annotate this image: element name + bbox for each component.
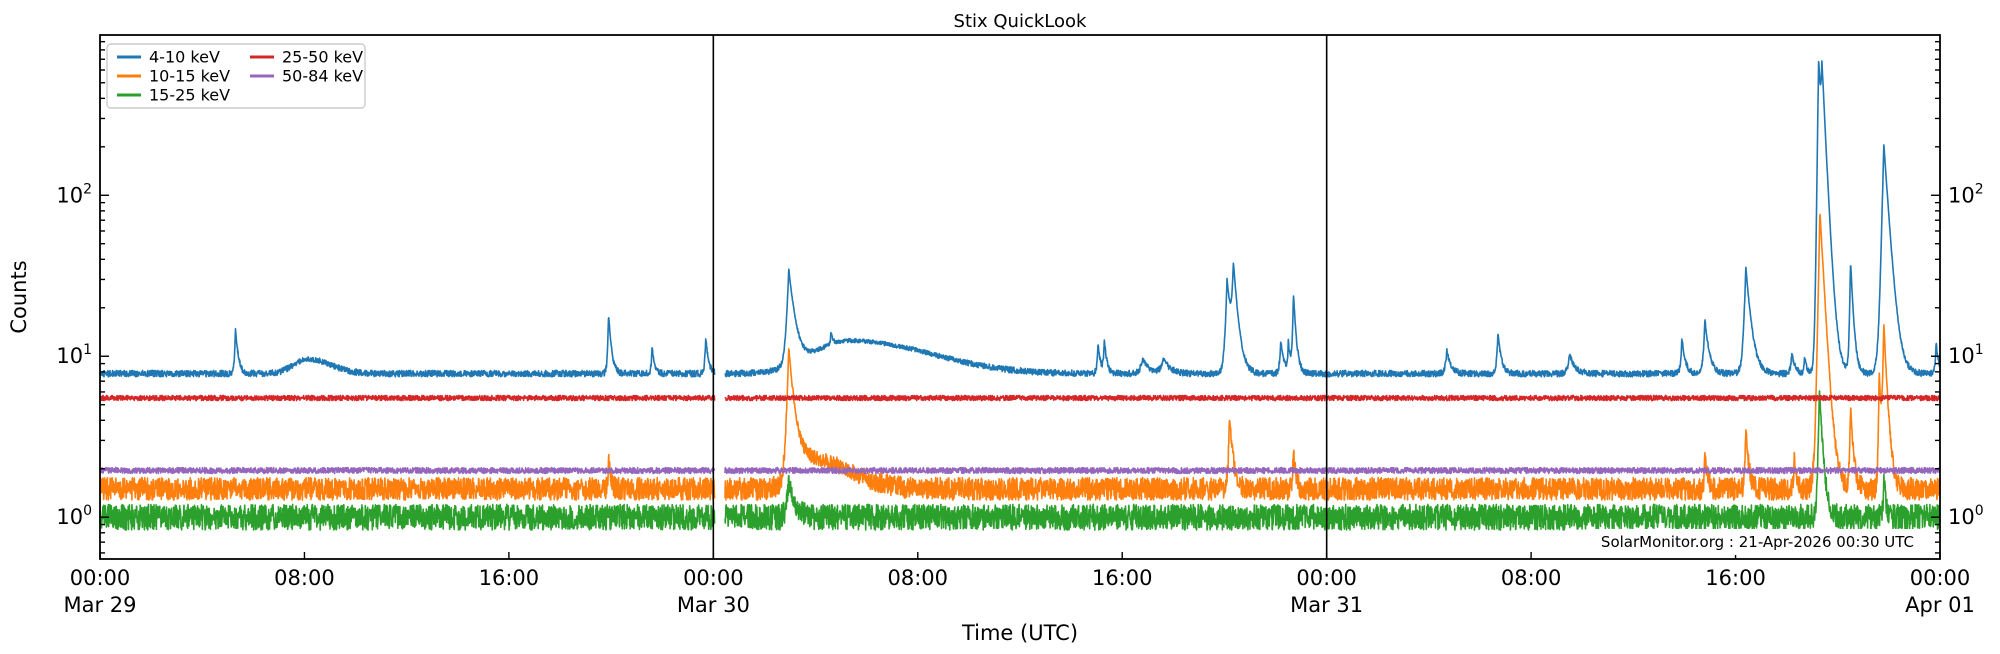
axes-layer: 00:00 08:00 16:00 00:00 08:00 16:00 00:00 08:00… bbox=[56, 34, 1984, 617]
legend-label: 25-50 keV bbox=[282, 48, 363, 67]
series-layer bbox=[99, 60, 1941, 531]
x-tick-label: 08:00 bbox=[888, 566, 949, 590]
x-day-label: Mar 31 bbox=[1290, 593, 1363, 617]
series-line-25-50-keV bbox=[724, 394, 1941, 402]
y-tick-label-right: 101 bbox=[1948, 342, 1984, 368]
x-tick-label: 16:00 bbox=[1092, 566, 1153, 590]
y-axis-label: Counts bbox=[7, 260, 31, 333]
legend-label: 10-15 keV bbox=[149, 67, 230, 86]
series-line-10-15-keV bbox=[724, 213, 1941, 501]
series-line-50-84-keV bbox=[99, 466, 716, 475]
x-tick-label: 16:00 bbox=[479, 566, 540, 590]
x-tick-label: 00:00 bbox=[1910, 566, 1971, 590]
attribution: SolarMonitor.org : 21-Apr-2026 00:30 UTC bbox=[1601, 533, 1914, 551]
x-tick-label: 00:00 bbox=[70, 566, 131, 590]
x-tick-label: 08:00 bbox=[1501, 566, 1562, 590]
y-tick-label-right: 100 bbox=[1948, 503, 1984, 529]
y-tick-label-left: 102 bbox=[56, 181, 92, 207]
x-tick-label: 00:00 bbox=[1296, 566, 1357, 590]
x-tick-label: 08:00 bbox=[274, 566, 335, 590]
series-line-15-25-keV bbox=[99, 503, 716, 531]
y-tick-label-left: 101 bbox=[56, 342, 92, 368]
x-tick-label: 16:00 bbox=[1705, 566, 1766, 590]
series-line-4-10-keV bbox=[724, 60, 1941, 378]
series-line-50-84-keV bbox=[724, 466, 1941, 475]
legend-item-50-84-keV: 50-84 keV bbox=[250, 67, 363, 86]
series-line-4-10-keV bbox=[99, 316, 716, 378]
x-day-label: Mar 30 bbox=[677, 593, 750, 617]
x-day-label: Mar 29 bbox=[63, 593, 136, 617]
y-tick-label-left: 100 bbox=[56, 503, 92, 529]
x-day-label: Apr 01 bbox=[1905, 593, 1975, 617]
y-tick-label-right: 102 bbox=[1948, 181, 1984, 207]
series-line-25-50-keV bbox=[99, 394, 716, 402]
legend-item-10-15-keV: 10-15 keV bbox=[117, 67, 230, 86]
legend-label: 15-25 keV bbox=[149, 86, 230, 105]
legend-item-15-25-keV: 15-25 keV bbox=[117, 86, 230, 105]
legend-item-25-50-keV: 25-50 keV bbox=[250, 48, 363, 67]
legend-label: 50-84 keV bbox=[282, 67, 363, 86]
attribution-background bbox=[1588, 529, 1922, 555]
x-axis-label: Time (UTC) bbox=[961, 621, 1078, 645]
plot-border bbox=[99, 34, 1941, 560]
series-line-10-15-keV bbox=[99, 453, 716, 501]
x-tick-label: 00:00 bbox=[683, 566, 744, 590]
legend-box bbox=[106, 43, 366, 109]
legend-label: 4-10 keV bbox=[149, 48, 220, 67]
series-line-15-25-keV bbox=[724, 390, 1941, 531]
legend-item-4-10-keV: 4-10 keV bbox=[117, 48, 220, 67]
chart-title: Stix QuickLook bbox=[954, 11, 1087, 32]
